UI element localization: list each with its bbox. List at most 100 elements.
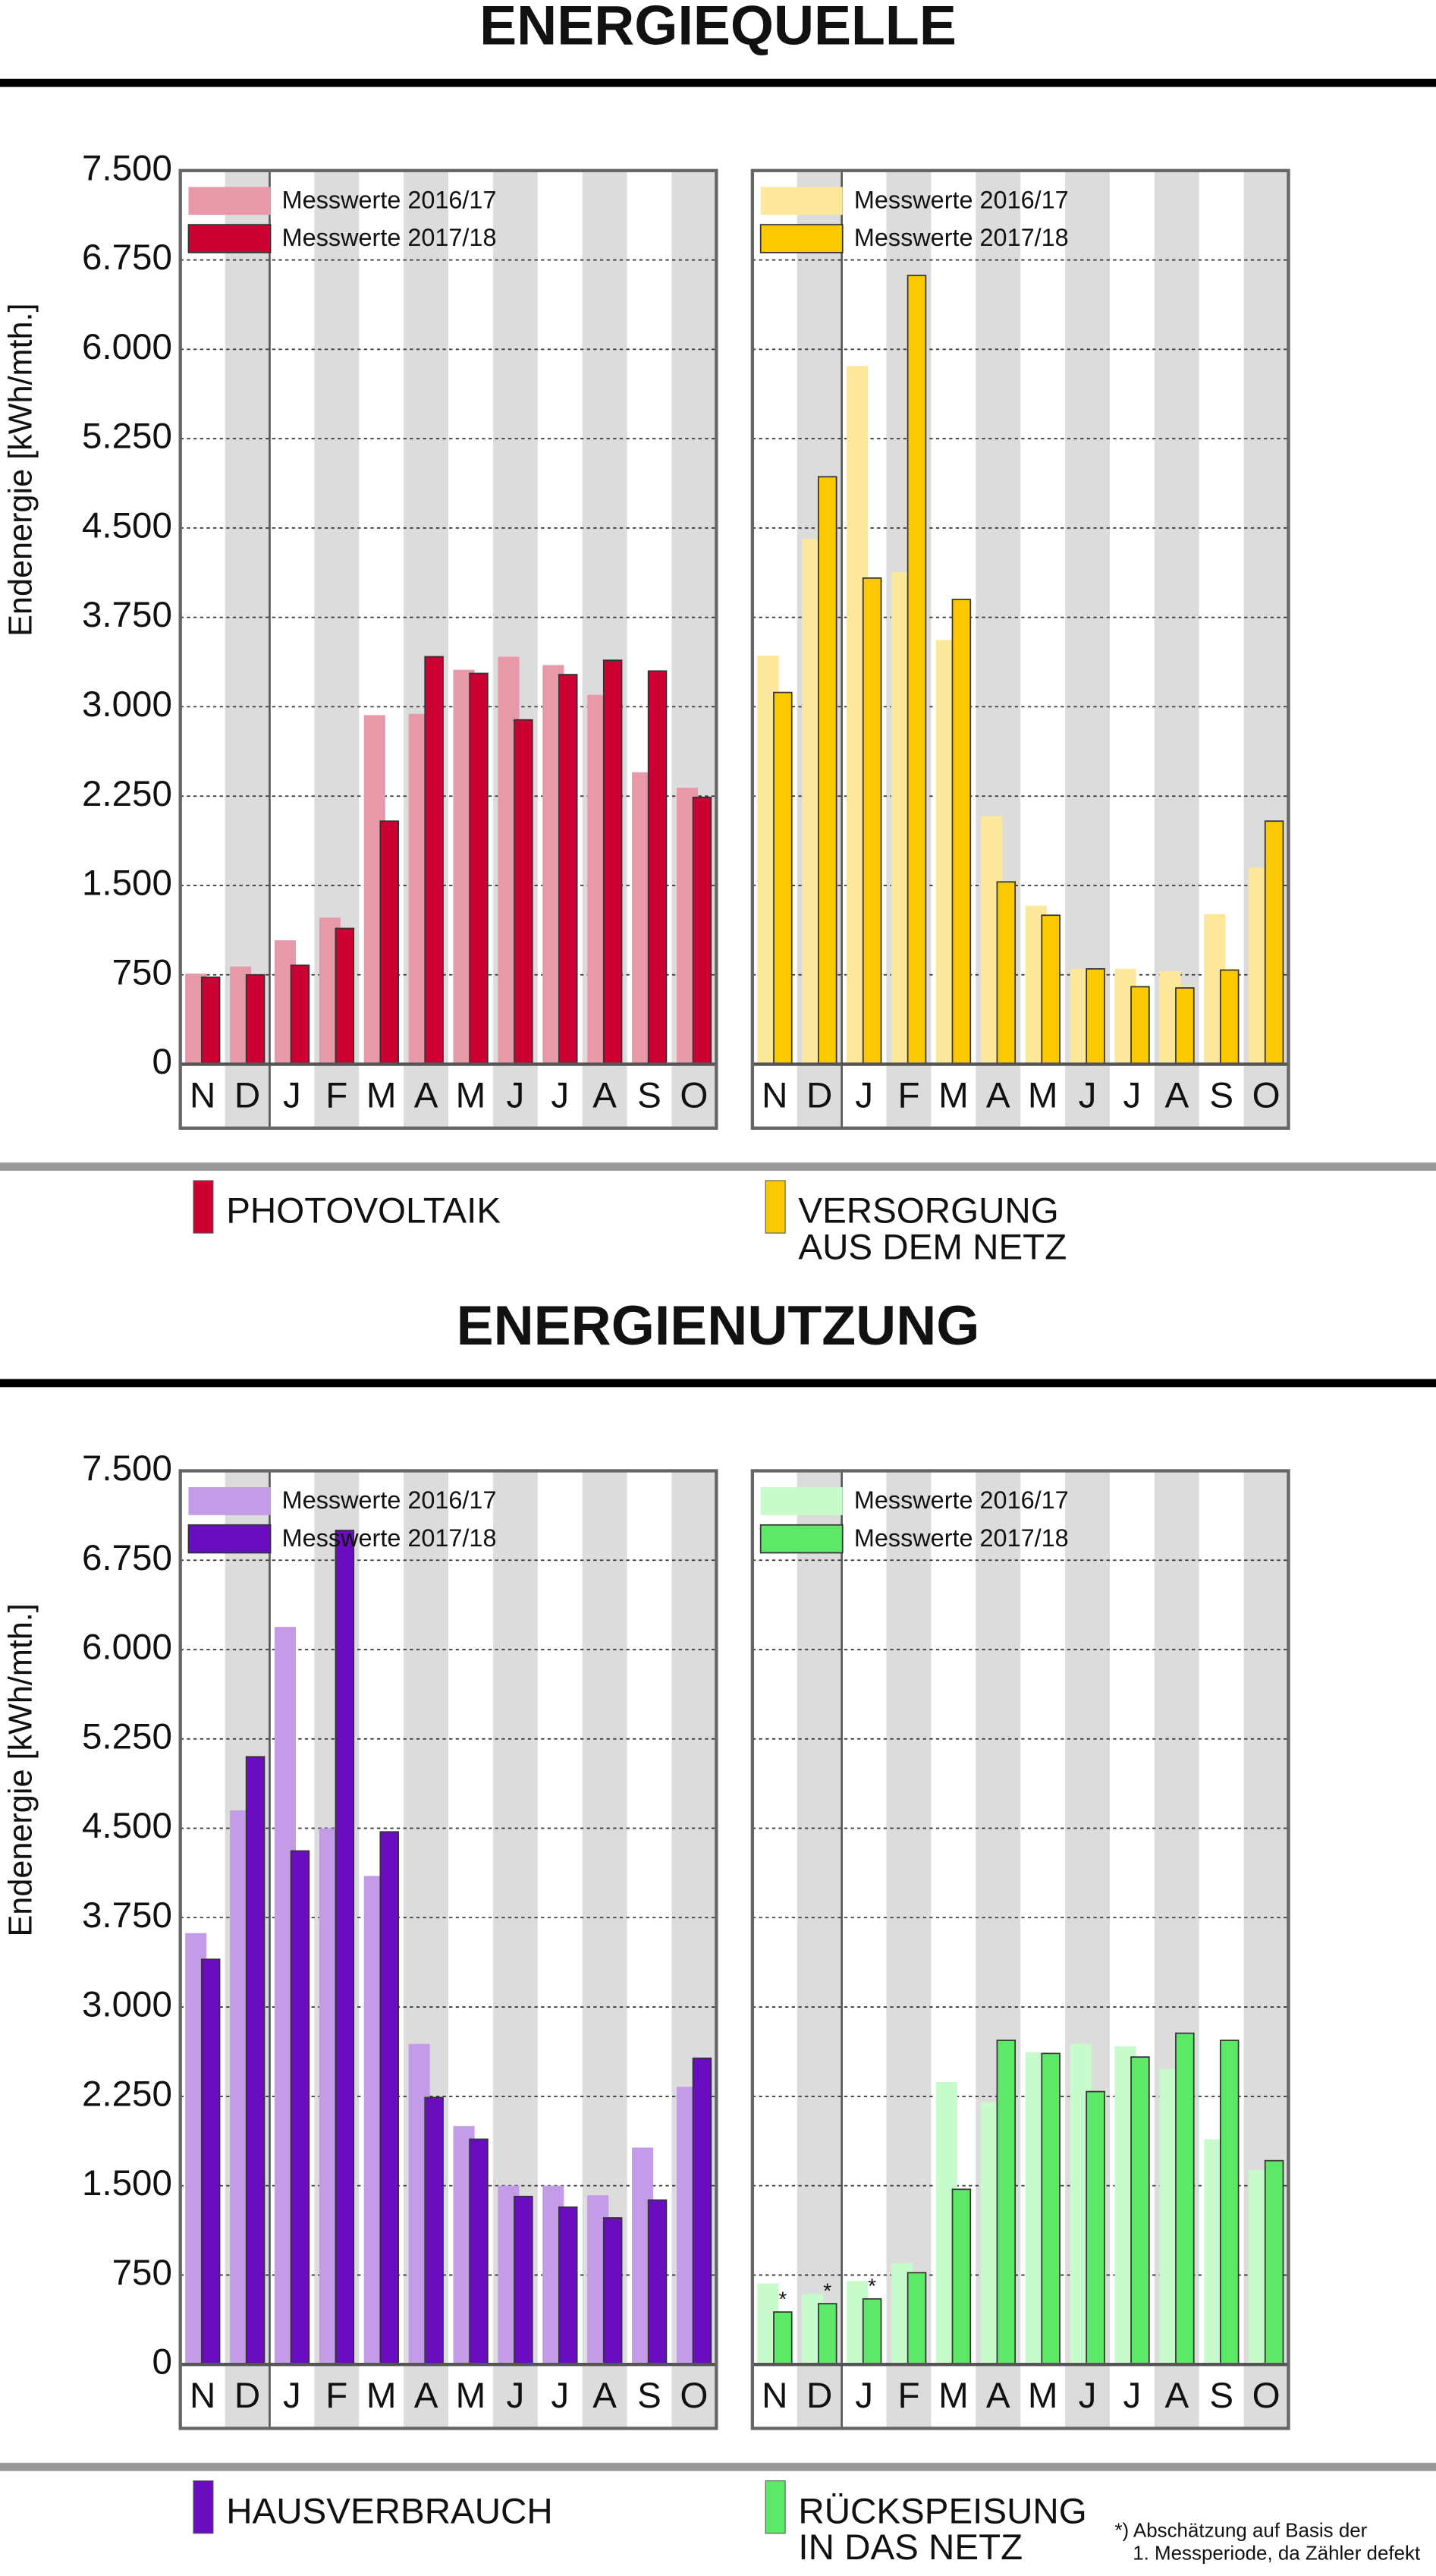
bar [558,674,578,1065]
bar [558,2206,578,2366]
x-tick-label: O [1252,2376,1280,2416]
x-tick-label: M [456,1075,486,1115]
bar [692,2057,712,2366]
chart: 0 750 1.500 2.250 3.000 3.750 4.500 5.250 6.000 6… [3,1448,718,2430]
plot-frame [750,1469,1290,2430]
bar [424,656,444,1065]
y-tick-label: 3.750 [82,1895,172,1936]
bar-annotation: * [823,2279,831,2302]
bar [335,1530,355,2366]
legend-label: AUS DEM NETZ [798,1227,1067,1267]
x-tick-label: J [506,2376,524,2416]
x-tick-label: A [592,1075,617,1115]
section-rule [0,1379,1436,1388]
x-tick-label: A [414,1075,438,1115]
legend-swatch [760,1487,843,1515]
legend-label: Messwerte 2016/17 [282,1486,497,1514]
plot-frame [178,168,718,1130]
bar [1086,968,1105,1065]
bar [862,2298,882,2366]
y-tick-label: 2.250 [82,774,172,814]
x-tick-label: D [806,2376,832,2416]
bar [290,964,310,1065]
bar [1041,2052,1061,2366]
y-tick-label: 0 [152,1042,171,1082]
y-axis-label: Endenergie [kWh/mth.] [3,1603,39,1936]
section-divider [0,2462,1436,2471]
y-tick-label: 5.250 [82,417,172,457]
x-tick-label: N [762,2376,787,2416]
section-divider [0,1162,1436,1171]
bar-annotation: * [778,2287,787,2310]
bar [602,2217,623,2366]
y-axis-label: Endenergie [kWh/mth.] [3,303,39,636]
bar [773,2311,793,2366]
x-tick-label: F [897,2376,919,2416]
y-tick-label: 3.750 [82,595,172,635]
bar [1130,986,1150,1065]
x-tick-label: M [456,2376,486,2416]
bar [469,2138,489,2366]
bar [1130,2056,1150,2366]
bar [647,670,668,1065]
footnote: *) Abschätzung auf Basis der [1114,2520,1367,2541]
legend-label: Messwerte 2016/17 [854,186,1069,213]
bar-annotation: * [868,2274,876,2298]
bar [951,2188,972,2366]
y-tick-label: 0 [152,2342,171,2383]
chart: 0 750 1.500 2.250 3.000 3.750 4.500 5.250 6.000 6… [3,148,718,1130]
x-tick-label: M [938,2376,969,2416]
bar [290,1850,310,2366]
legend-label: Messwerte 2016/17 [854,1486,1069,1514]
bar [379,1831,399,2366]
bar [907,275,927,1065]
x-tick-label: S [1209,1075,1233,1115]
x-tick-label: N [762,1075,787,1115]
x-tick-label: J [1123,1075,1142,1115]
legend-label: Messwerte 2017/18 [282,224,497,251]
x-tick-label: A [986,2376,1010,2416]
legend-swatch [765,1180,786,1234]
legend-label: VERSORGUNG [798,1191,1058,1231]
bar [996,881,1017,1065]
x-tick-label: O [680,1075,708,1115]
legend-label: RÜCKSPEISUNG [798,2491,1086,2531]
legend-swatch [187,224,272,253]
legend-swatch [187,1524,272,1554]
legend-swatch [760,187,843,215]
bar [996,2040,1017,2366]
y-tick-label: 7.500 [82,1448,172,1489]
x-tick-label: S [637,1075,661,1115]
legend-swatch [188,1487,271,1515]
x-tick-label: J [551,2376,569,2416]
x-tick-label: J [1079,2376,1097,2416]
x-tick-label: S [637,2376,661,2416]
y-tick-label: 4.500 [82,505,172,546]
x-tick-label: D [806,1075,832,1115]
x-tick-label: N [190,2376,215,2416]
bar [862,577,882,1065]
bar [379,820,399,1065]
band-shade [797,1470,842,2429]
y-tick-label: 4.500 [82,1806,172,1846]
legend-swatch [193,2480,214,2534]
bar [773,691,793,1065]
legend-label: Messwerte 2017/18 [282,1524,497,1552]
x-tick-label: D [234,2376,260,2416]
y-tick-label: 2.250 [82,2074,172,2114]
x-tick-label: M [366,1075,397,1115]
x-tick-label: A [414,2376,438,2416]
section-title: ENERGIENUTZUNG [457,1294,980,1357]
x-tick-label: O [1252,1075,1280,1115]
x-tick-label: M [1028,1075,1058,1115]
bar [335,927,355,1065]
bar [1041,914,1061,1065]
bar [692,796,712,1065]
x-tick-label: J [1079,1075,1097,1115]
bar [1264,820,1284,1065]
x-tick-label: M [1028,2376,1058,2416]
bar [647,2199,668,2366]
